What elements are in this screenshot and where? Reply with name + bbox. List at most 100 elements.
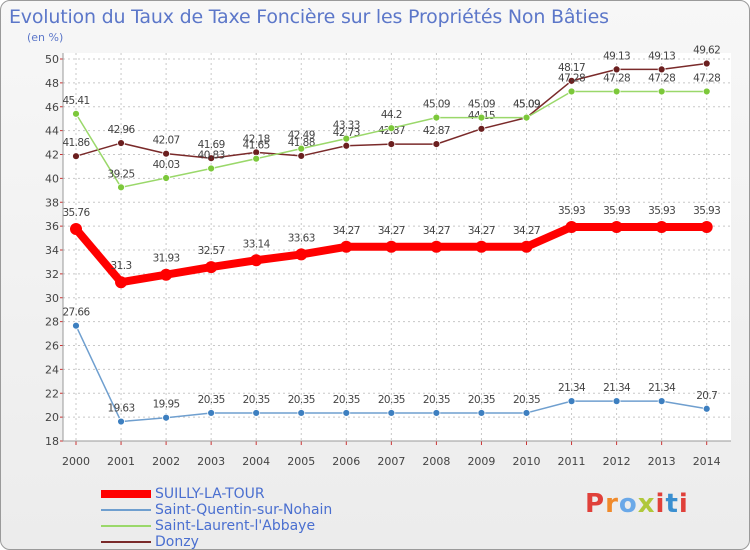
y-tick-label: 28 [45, 316, 59, 329]
data-point-suilly-la-tour [115, 276, 128, 289]
data-label-donzy: 42.18 [243, 133, 270, 145]
y-tick-label: 42 [45, 149, 59, 162]
proxiti-logo: Proxiti [585, 489, 689, 519]
data-point-saint-quentin-sur-nohain [522, 409, 531, 417]
y-tick-label: 46 [45, 101, 59, 114]
data-point-saint-quentin-sur-nohain [162, 413, 171, 422]
data-label-suilly-la-tour: 33.14 [243, 238, 271, 250]
data-point-suilly-la-tour [385, 240, 398, 253]
data-label-saint-quentin-sur-nohain: 20.35 [288, 394, 315, 406]
data-label-suilly-la-tour: 31.3 [111, 260, 132, 272]
y-tick-label: 36 [45, 220, 59, 233]
unit-label: (en %) [27, 31, 64, 44]
data-label-saint-quentin-sur-nohain: 27.66 [62, 307, 90, 319]
data-label-saint-laurent-l-abbaye: 47.28 [648, 72, 675, 84]
data-label-saint-laurent-l-abbaye: 42.49 [288, 130, 315, 142]
data-label-saint-quentin-sur-nohain: 19.95 [153, 399, 180, 411]
y-tick-label: 32 [45, 268, 59, 281]
data-point-suilly-la-tour [250, 254, 263, 267]
data-label-suilly-la-tour: 34.27 [513, 225, 540, 237]
data-point-saint-laurent-l-abbaye [162, 174, 171, 182]
data-point-donzy [612, 65, 621, 74]
data-label-saint-quentin-sur-nohain: 20.35 [198, 394, 225, 406]
brand-letter: i [655, 489, 666, 519]
legend-label: Saint-Laurent-l'Abbaye [155, 518, 316, 534]
data-point-donzy [342, 141, 351, 150]
data-label-saint-quentin-sur-nohain: 20.35 [333, 394, 360, 406]
y-tick-label: 50 [45, 53, 59, 66]
data-point-saint-quentin-sur-nohain [702, 404, 711, 413]
data-label-donzy: 42.87 [423, 125, 450, 137]
x-tick-label: 2008 [422, 455, 450, 468]
data-label-saint-laurent-l-abbaye: 41.65 [243, 140, 270, 152]
y-tick-label: 24 [45, 363, 59, 376]
data-label-saint-laurent-l-abbaye: 45.09 [423, 99, 450, 111]
data-label-saint-quentin-sur-nohain: 20.35 [378, 394, 405, 406]
data-point-saint-laurent-l-abbaye [522, 113, 531, 122]
y-tick-label: 48 [45, 77, 59, 90]
data-label-saint-quentin-sur-nohain: 20.35 [423, 394, 450, 406]
x-tick-label: 2005 [287, 455, 315, 468]
data-point-suilly-la-tour [475, 240, 488, 253]
data-point-saint-laurent-l-abbaye [117, 183, 125, 192]
legend-item: Saint-Laurent-l'Abbaye [101, 518, 332, 534]
data-point-saint-quentin-sur-nohain [477, 409, 486, 417]
data-point-donzy [702, 59, 711, 68]
data-point-saint-quentin-sur-nohain [567, 397, 576, 406]
data-point-saint-laurent-l-abbaye [72, 109, 80, 118]
x-tick-label: 2009 [467, 455, 495, 468]
data-point-suilly-la-tour [700, 220, 713, 233]
data-point-saint-laurent-l-abbaye [297, 144, 306, 153]
data-label-saint-quentin-sur-nohain: 21.34 [558, 382, 586, 394]
data-label-suilly-la-tour: 35.76 [62, 207, 90, 219]
data-point-saint-quentin-sur-nohain [612, 397, 621, 406]
data-point-saint-laurent-l-abbaye [432, 113, 441, 122]
brand-letter: r [605, 489, 619, 519]
data-label-saint-laurent-l-abbaye: 40.83 [198, 149, 225, 161]
legend-swatch [101, 509, 151, 511]
data-label-saint-quentin-sur-nohain: 20.35 [513, 394, 540, 406]
x-tick-label: 2001 [107, 455, 135, 468]
legend-label: SUILLY-LA-TOUR [155, 486, 265, 502]
data-point-saint-quentin-sur-nohain [342, 409, 351, 417]
data-label-saint-laurent-l-abbaye: 43.33 [333, 120, 360, 132]
data-point-donzy [297, 152, 306, 160]
x-tick-label: 2012 [603, 455, 631, 468]
data-point-donzy [567, 76, 576, 85]
y-tick-label: 18 [45, 435, 59, 448]
data-label-suilly-la-tour: 35.93 [558, 205, 585, 217]
brand-letter: t [665, 489, 679, 519]
legend-label: Donzy [155, 534, 199, 550]
legend-item: Saint-Quentin-sur-Nohain [101, 502, 332, 518]
x-tick-label: 2011 [558, 455, 586, 468]
data-point-saint-laurent-l-abbaye [252, 154, 261, 163]
data-label-donzy: 49.13 [603, 50, 630, 62]
data-label-saint-quentin-sur-nohain: 20.35 [468, 394, 495, 406]
data-point-saint-quentin-sur-nohain [432, 409, 441, 417]
data-point-saint-laurent-l-abbaye [477, 113, 486, 122]
data-label-donzy: 48.17 [558, 62, 585, 74]
data-label-saint-quentin-sur-nohain: 20.35 [243, 394, 270, 406]
data-point-saint-quentin-sur-nohain [117, 417, 125, 426]
data-label-saint-laurent-l-abbaye: 47.28 [603, 72, 630, 84]
data-label-donzy: 42.07 [153, 135, 180, 147]
x-tick-label: 2013 [648, 455, 676, 468]
data-label-suilly-la-tour: 34.27 [333, 225, 360, 237]
legend-swatch [101, 525, 151, 527]
data-label-saint-quentin-sur-nohain: 19.63 [108, 403, 135, 415]
data-point-saint-quentin-sur-nohain [252, 409, 261, 417]
data-label-saint-laurent-l-abbaye: 40.03 [153, 159, 180, 171]
data-point-donzy [657, 65, 666, 74]
data-point-saint-laurent-l-abbaye [342, 134, 351, 143]
x-tick-label: 2006 [332, 455, 360, 468]
data-label-suilly-la-tour: 34.27 [423, 225, 450, 237]
data-point-donzy [117, 139, 125, 147]
data-point-suilly-la-tour [610, 220, 623, 233]
data-point-saint-laurent-l-abbaye [387, 124, 396, 133]
data-point-suilly-la-tour [70, 222, 82, 235]
legend: SUILLY-LA-TOUR Saint-Quentin-sur-Nohain Sa… [101, 486, 332, 550]
x-tick-label: 2014 [693, 455, 721, 468]
data-point-saint-laurent-l-abbaye [567, 87, 576, 96]
